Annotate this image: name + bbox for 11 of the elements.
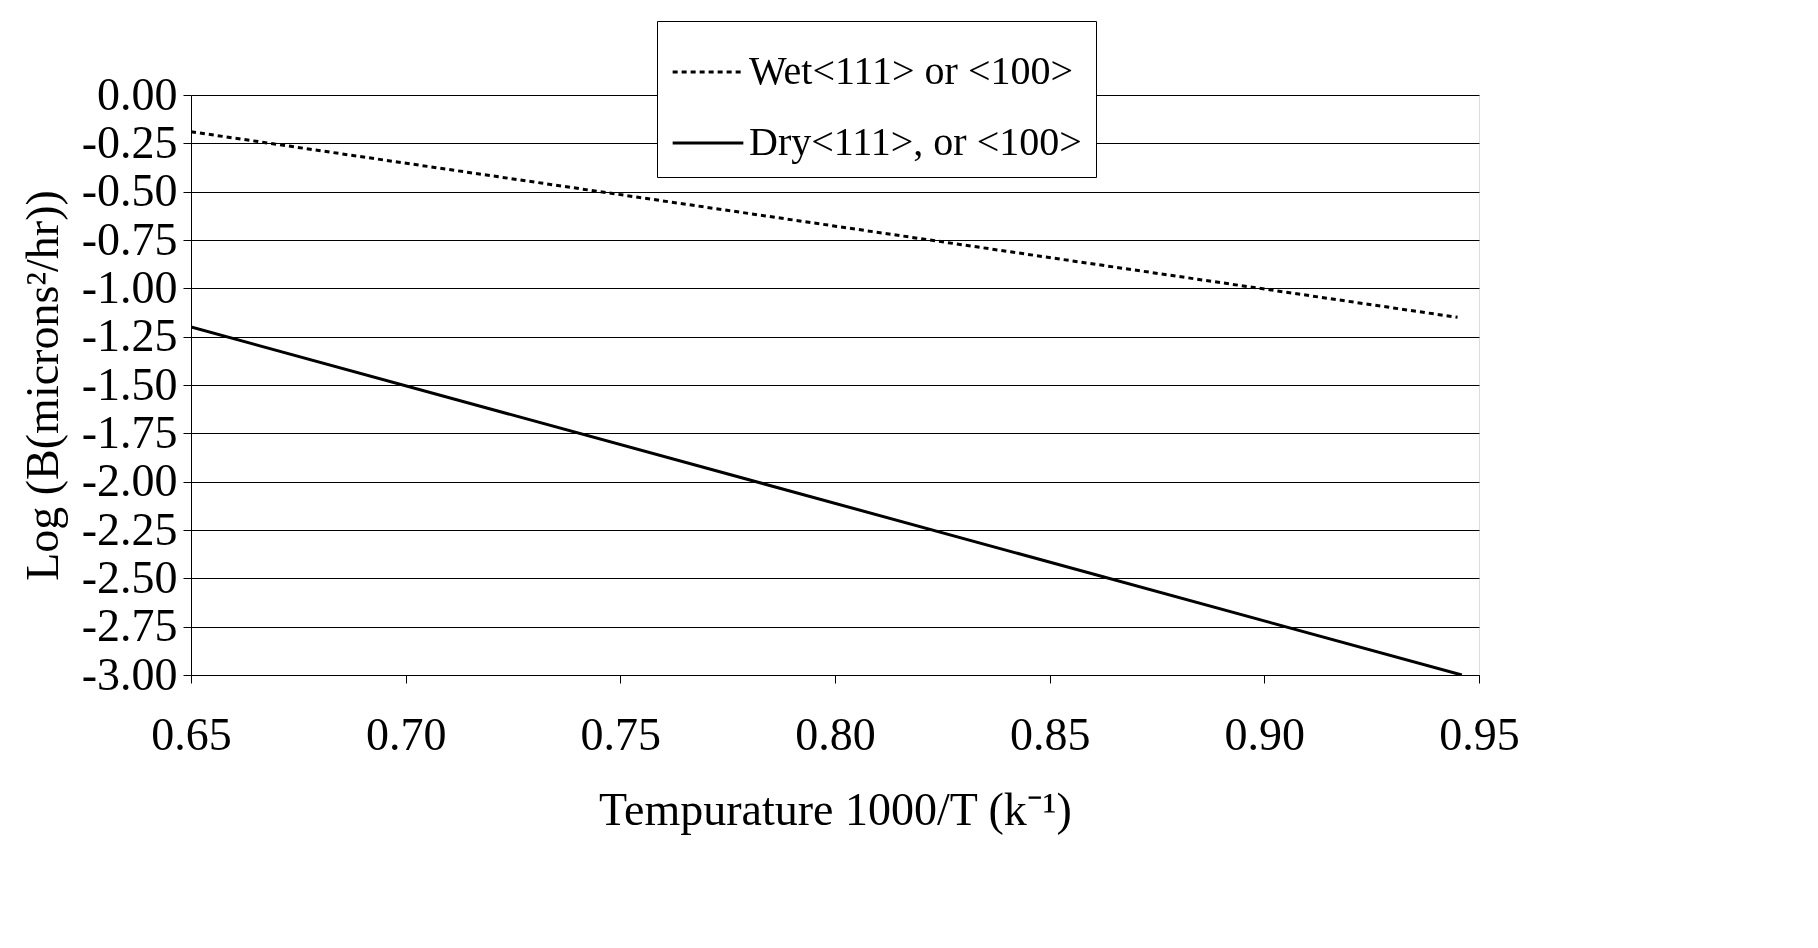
x-tick-label: 0.70 (365, 708, 447, 760)
y-axis-title: Log (B(microns²/hr)) (16, 190, 68, 581)
x-axis-title: Tempurature 1000/T (k⁻¹) (599, 783, 1072, 835)
x-tick-label: 0.85 (1009, 708, 1091, 760)
legend-label: Wet<111> or <100> (749, 48, 1074, 93)
x-tick-label: 0.90 (1224, 708, 1306, 760)
x-tick-label: 0.80 (795, 708, 876, 760)
x-tick-label: 0.65 (151, 708, 232, 760)
x-tick-label: 0.95 (1439, 708, 1520, 760)
x-tick-label: 0.75 (580, 708, 662, 760)
legend-label: Dry<111>, or <100> (749, 119, 1082, 164)
